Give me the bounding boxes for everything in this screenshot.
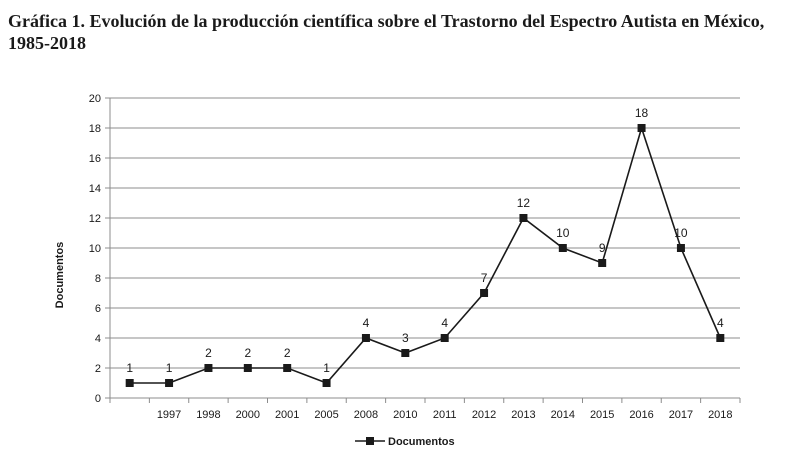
data-label: 4 [441,316,448,330]
series-line [129,125,722,384]
x-tick-label: 2014 [551,409,575,421]
y-tick-label: 18 [89,123,101,135]
data-label: 1 [323,361,330,375]
x-tick-label: 2000 [236,409,260,421]
legend-marker-swatch [366,437,374,445]
data-label: 2 [284,346,291,360]
legend-label: Documentos [388,436,455,448]
x-tick-label: 2011 [433,409,457,421]
data-point-marker [204,364,213,372]
y-tick-labels: 0 2 4 6 8 10 12 14 16 18 20 [89,93,101,405]
data-point-marker [440,334,449,342]
data-label: 18 [635,106,649,120]
gridlines [110,97,740,369]
data-label: 7 [481,271,488,285]
data-label: 10 [674,226,688,240]
y-tick-label: 12 [89,213,101,225]
y-tick-label: 6 [95,303,101,315]
y-tick-label: 0 [95,393,101,405]
x-tick-label: 1997 [157,409,181,421]
legend: Documentos [355,436,455,448]
x-tick-labels: 1997 1998 2000 2001 2005 2008 2010 2011 2012 2013… [157,409,733,421]
y-tick-label: 16 [89,153,101,165]
y-tick-label: 10 [89,243,101,255]
data-label: 4 [363,316,370,330]
x-tick-label: 2016 [629,409,653,421]
data-point-marker [283,364,292,372]
y-tick-label: 8 [95,273,101,285]
data-label: 3 [402,331,409,345]
data-point-marker [676,244,685,252]
x-tick-label: 2008 [354,409,378,421]
x-tick-label: 2012 [472,409,496,421]
data-label: 2 [205,346,212,360]
x-tick-label: 2017 [669,409,693,421]
data-label: 12 [517,196,531,210]
data-point-marker [480,289,489,297]
y-axis-label: Documentos [54,242,66,309]
data-point-marker [558,244,567,252]
x-tick-label: 2013 [511,409,535,421]
x-tick-label: 2015 [590,409,614,421]
axes [105,97,741,403]
y-tick-label: 14 [89,183,101,195]
data-label: 1 [126,361,133,375]
data-label: 4 [717,316,724,330]
y-tick-label: 4 [95,333,101,345]
chart-title: Gráfica 1. Evolución de la producción ci… [8,11,765,53]
data-label: 2 [244,346,251,360]
x-tick-label: 2010 [393,409,417,421]
data-point-marker [125,379,134,387]
data-label: 9 [599,241,606,255]
series-documentos [125,124,725,387]
y-tick-label: 2 [95,363,101,375]
x-tick-label: 1998 [196,409,220,421]
y-tick-label: 20 [89,93,101,105]
data-label: 1 [166,361,173,375]
data-point-marker [519,214,528,222]
data-point-marker [165,379,174,387]
data-point-marker [361,334,370,342]
data-point-marker [322,379,331,387]
data-point-marker [598,259,607,267]
data-label: 10 [556,226,570,240]
data-point-marker [401,349,410,357]
x-tick-label: 2018 [708,409,732,421]
data-point-marker [716,334,725,342]
data-point-marker [637,124,646,132]
x-tick-label: 2001 [275,409,299,421]
data-point-marker [243,364,252,372]
x-tick-label: 2005 [314,409,338,421]
